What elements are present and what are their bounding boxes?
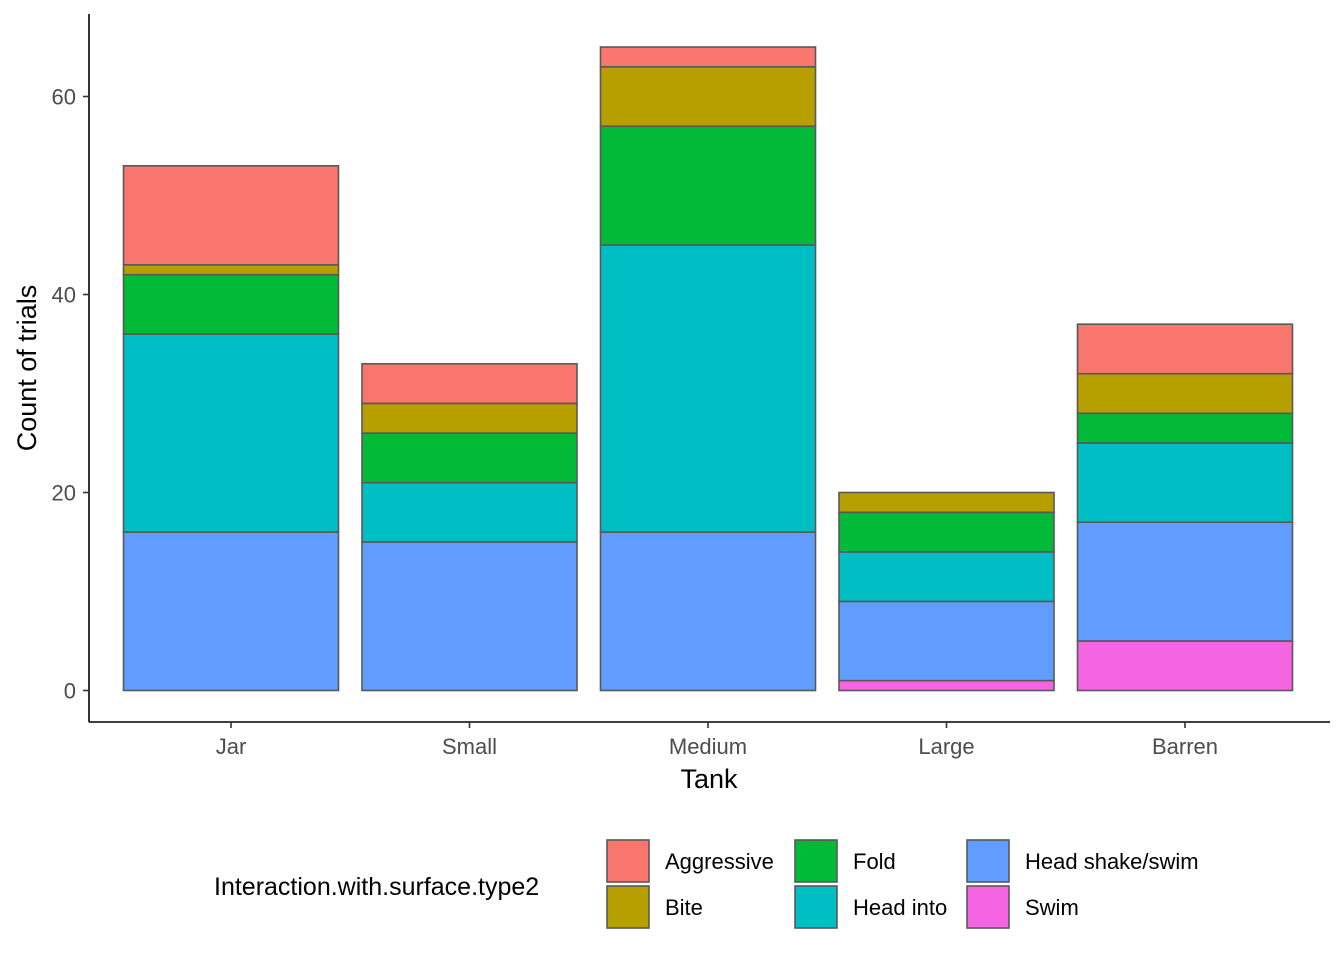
legend-key-head-shake-swim xyxy=(966,839,1010,883)
legend-label-bite: Bite xyxy=(665,895,703,920)
y-ticks: 0 20 40 60 xyxy=(52,85,89,704)
bar-barren-aggressive xyxy=(1076,323,1294,375)
x-axis-title: Tank xyxy=(680,764,738,794)
y-tick-label: 20 xyxy=(52,481,76,506)
x-ticks: Jar Small Medium Large Barren xyxy=(216,722,1218,759)
y-axis-title: Count of trials xyxy=(12,285,42,452)
bar-medium-aggressive xyxy=(599,46,817,68)
bar-small-aggressive xyxy=(361,362,578,405)
bar-large-head-into xyxy=(838,551,1055,603)
x-tick-label-small: Small xyxy=(442,734,497,759)
bar-barren-head-into xyxy=(1076,442,1294,523)
legend-key-fold xyxy=(794,839,838,883)
bar-medium-bite xyxy=(599,66,817,128)
bar-medium-head-into xyxy=(599,244,817,533)
legend-label-aggressive: Aggressive xyxy=(665,849,774,874)
legend-label-swim: Swim xyxy=(1025,895,1079,920)
bar-large-bite xyxy=(838,491,1055,514)
y-tick-label: 40 xyxy=(52,283,76,308)
legend-key-bite xyxy=(606,885,650,929)
bar-barren-head-shake-swim xyxy=(1076,521,1294,642)
legend-title: Interaction.with.surface.type2 xyxy=(214,873,539,901)
bar-small-bite xyxy=(361,402,578,434)
legend-label-head-into: Head into xyxy=(853,895,947,920)
bar-jar-head-into xyxy=(122,333,340,533)
bar-small-fold xyxy=(361,432,578,484)
x-tick-label-barren: Barren xyxy=(1152,734,1218,759)
bar-barren-bite xyxy=(1076,372,1294,415)
bar-barren-fold xyxy=(1076,412,1294,444)
bar-small-head-shake-swim xyxy=(361,541,578,692)
bar-small-head-into xyxy=(361,481,578,543)
bars-layer xyxy=(122,46,1294,692)
bar-large-swim xyxy=(838,679,1055,692)
bar-barren-swim xyxy=(1076,640,1294,692)
bar-jar-fold xyxy=(122,273,340,335)
bar-medium-head-shake-swim xyxy=(599,531,817,692)
y-tick-label: 0 xyxy=(64,679,76,704)
x-tick-label-medium: Medium xyxy=(669,734,747,759)
legend-label-head-shake-swim: Head shake/swim xyxy=(1025,849,1199,874)
legend-key-head-into xyxy=(794,885,838,929)
legend: Aggressive Bite Fold Head into Head shake/sw… xyxy=(606,839,1199,929)
legend-label-fold: Fold xyxy=(853,849,896,874)
y-tick-label: 60 xyxy=(52,85,76,110)
bar-jar-bite xyxy=(122,263,340,276)
legend-key-aggressive xyxy=(606,839,650,883)
x-tick-label-jar: Jar xyxy=(216,734,247,759)
bar-large-head-shake-swim xyxy=(838,600,1055,682)
bar-medium-fold xyxy=(599,125,817,246)
bar-jar-aggressive xyxy=(122,165,340,266)
bar-jar-head-shake-swim xyxy=(122,531,340,692)
legend-key-swim xyxy=(966,885,1010,929)
x-tick-label-large: Large xyxy=(918,734,974,759)
bar-large-fold xyxy=(838,511,1055,553)
